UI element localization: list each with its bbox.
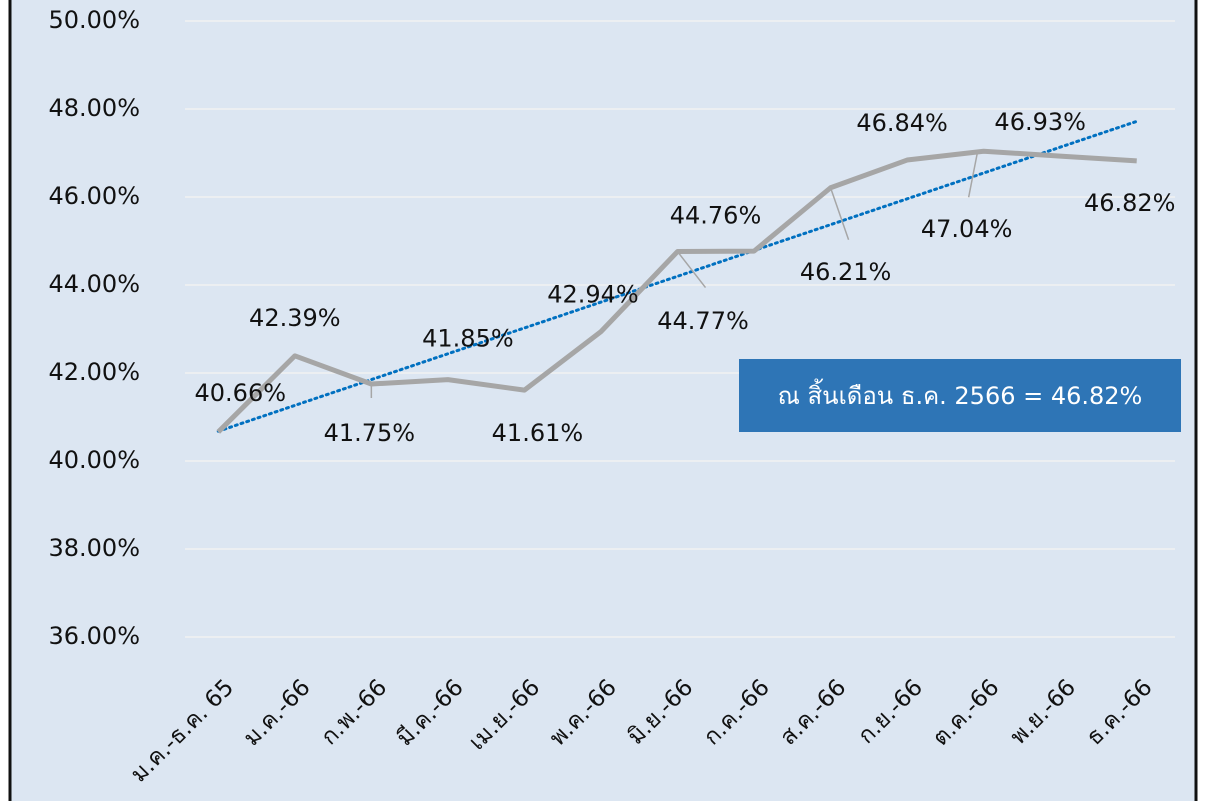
data-label: 42.94% — [547, 281, 639, 309]
y-tick-label: 42.00% — [48, 358, 140, 386]
y-tick-label: 46.00% — [48, 182, 140, 210]
data-label: 42.39% — [249, 304, 341, 332]
annotation-text: ณ สิ้นเดือน ธ.ค. 2566 = 46.82% — [778, 378, 1143, 410]
leader-line — [829, 187, 850, 241]
data-label: 46.93% — [994, 108, 1086, 136]
data-label: 46.21% — [800, 258, 892, 286]
data-label: 47.04% — [921, 215, 1013, 243]
data-label: 41.85% — [422, 325, 514, 353]
y-tick-label: 48.00% — [48, 94, 140, 122]
data-label: 41.75% — [324, 419, 416, 447]
y-tick-label: 38.00% — [48, 534, 140, 562]
annotation-box — [739, 359, 1181, 432]
data-label: 46.82% — [1084, 189, 1176, 217]
data-label: 44.77% — [657, 307, 749, 335]
y-tick-label: 44.00% — [48, 270, 140, 298]
data-label: 41.61% — [492, 419, 584, 447]
y-tick-label: 40.00% — [48, 446, 140, 474]
data-label: 40.66% — [195, 379, 287, 407]
trendline — [216, 119, 1139, 433]
y-tick-label: 50.00% — [48, 6, 140, 34]
y-tick-label: 36.00% — [48, 622, 140, 650]
leader-line — [676, 251, 707, 289]
leader-line — [967, 151, 979, 198]
data-label: 44.76% — [670, 202, 762, 230]
data-label: 46.84% — [856, 109, 948, 137]
